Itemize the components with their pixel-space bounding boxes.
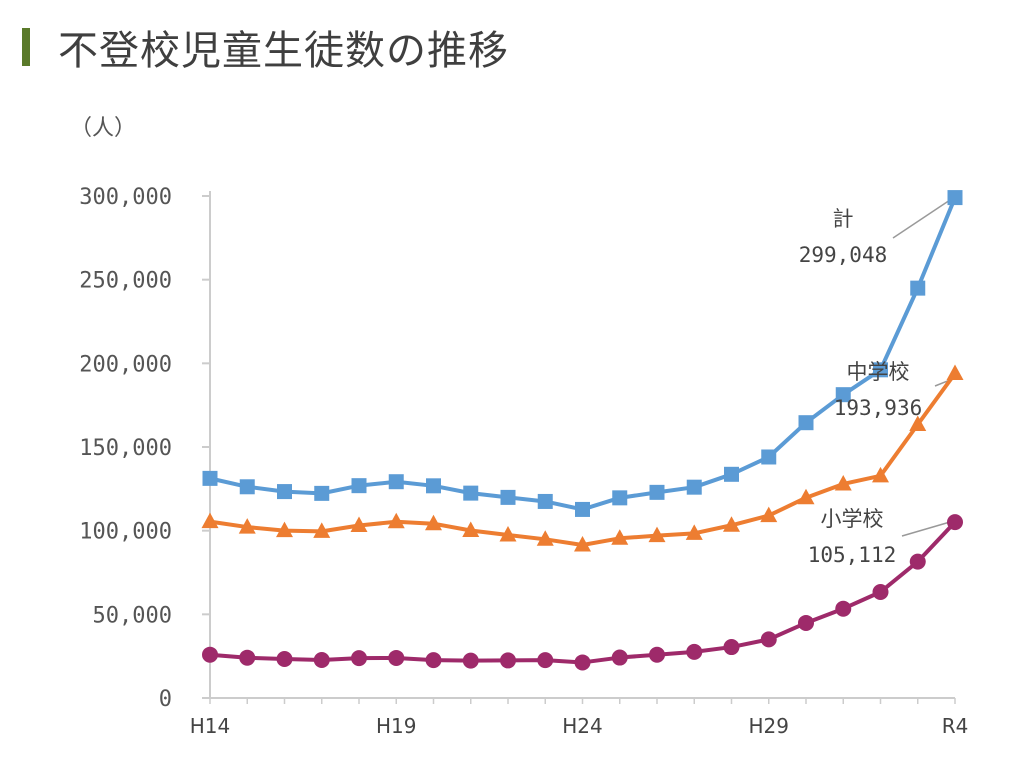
data-point-square — [314, 485, 330, 501]
data-point-square — [500, 489, 516, 505]
data-point-triangle — [946, 364, 964, 380]
data-point-square — [537, 493, 553, 509]
series-square — [202, 190, 963, 517]
data-point-triangle — [276, 521, 293, 538]
x-tick-label: H19 — [376, 714, 417, 738]
annotation-labels: 計 299,048 中学校 193,936 小学校 105,112 — [799, 207, 923, 567]
x-tick-label: H29 — [749, 714, 790, 738]
data-point-square — [202, 470, 218, 486]
data-point-triangle — [872, 466, 889, 483]
data-point-triangle — [760, 506, 778, 523]
data-point-circle — [313, 652, 330, 669]
data-point-triangle — [201, 512, 219, 529]
data-point-triangle — [499, 525, 517, 542]
data-point-triangle — [648, 526, 666, 543]
data-point-square — [910, 280, 926, 296]
data-point-square — [649, 484, 665, 500]
y-tick-label: 200,000 — [79, 352, 172, 377]
data-point-triangle — [238, 518, 256, 534]
data-point-square — [575, 501, 590, 517]
y-tick-label: 300,000 — [79, 185, 172, 210]
annotation-leader-line — [901, 521, 951, 537]
data-point-circle — [537, 652, 554, 669]
data-point-square — [388, 474, 404, 490]
data-point-circle — [872, 583, 889, 600]
data-point-circle — [909, 553, 926, 570]
data-point-circle — [686, 643, 703, 660]
data-point-triangle — [723, 516, 740, 532]
data-point-circle — [947, 514, 963, 531]
title-accent-bar — [22, 28, 30, 66]
data-point-square — [426, 478, 441, 494]
annotation-value: 193,936 — [834, 396, 923, 420]
data-point-circle — [202, 646, 218, 663]
data-point-triangle — [387, 512, 405, 529]
data-point-square — [873, 362, 888, 378]
data-point-circle — [500, 652, 516, 669]
data-point-circle — [760, 631, 777, 648]
data-point-triangle — [425, 514, 442, 531]
data-point-triangle — [685, 524, 703, 540]
page-title: 不登校児童生徒数の推移 — [58, 28, 509, 74]
data-point-square — [351, 478, 367, 494]
data-point-square — [239, 479, 255, 495]
data-point-circle — [388, 649, 405, 666]
data-point-circle — [351, 650, 367, 667]
data-point-triangle — [574, 535, 591, 552]
x-tick-label: H14 — [190, 714, 231, 738]
x-tick-label: R4 — [942, 714, 969, 738]
y-tick-label: 250,000 — [79, 269, 172, 294]
data-point-circle — [425, 652, 442, 669]
data-point-square — [835, 387, 851, 403]
series-triangle — [201, 364, 964, 552]
data-point-circle — [239, 649, 256, 666]
data-point-circle — [574, 654, 591, 671]
annotation-value: 299,048 — [799, 243, 888, 267]
annotation-series-label: 計 — [833, 207, 854, 231]
data-point-circle — [798, 614, 814, 631]
data-point-triangle — [611, 529, 629, 545]
data-point-circle — [611, 649, 628, 666]
data-point-square — [724, 466, 739, 482]
y-tick-label: 150,000 — [79, 436, 172, 461]
data-point-triangle — [834, 474, 852, 491]
series-circle — [202, 514, 963, 671]
data-point-circle — [462, 652, 479, 669]
y-axis-unit-label: （人） — [70, 116, 137, 141]
y-tick-label: 50,000 — [93, 603, 172, 628]
y-tick-label: 0 — [159, 687, 172, 712]
chart-axes: 0 50,000 100,000 150,000 200,000 250,000 300,0… — [79, 185, 968, 738]
data-point-circle — [723, 639, 740, 656]
data-point-triangle — [536, 530, 554, 546]
y-tick-label: 100,000 — [79, 520, 172, 545]
data-point-triangle — [909, 415, 927, 432]
annotation-series-label: 中学校 — [847, 360, 910, 384]
data-point-square — [761, 449, 777, 465]
annotation-value: 105,112 — [808, 543, 897, 567]
data-point-circle — [835, 600, 852, 617]
data-point-triangle — [797, 488, 815, 505]
data-point-triangle — [313, 522, 331, 538]
annotation-series-label: 小学校 — [821, 507, 884, 531]
annotation-leader-line — [892, 199, 951, 239]
data-point-triangle — [350, 516, 368, 533]
x-tick-label: H24 — [562, 714, 603, 738]
data-point-circle — [649, 646, 665, 663]
data-point-square — [463, 485, 479, 501]
data-point-triangle — [462, 521, 480, 537]
data-point-square — [277, 484, 292, 500]
data-point-square — [798, 415, 814, 431]
series-layer — [201, 190, 964, 671]
data-point-square — [686, 479, 702, 495]
data-point-square — [612, 490, 628, 506]
data-point-square — [947, 190, 963, 206]
data-point-circle — [276, 650, 293, 667]
